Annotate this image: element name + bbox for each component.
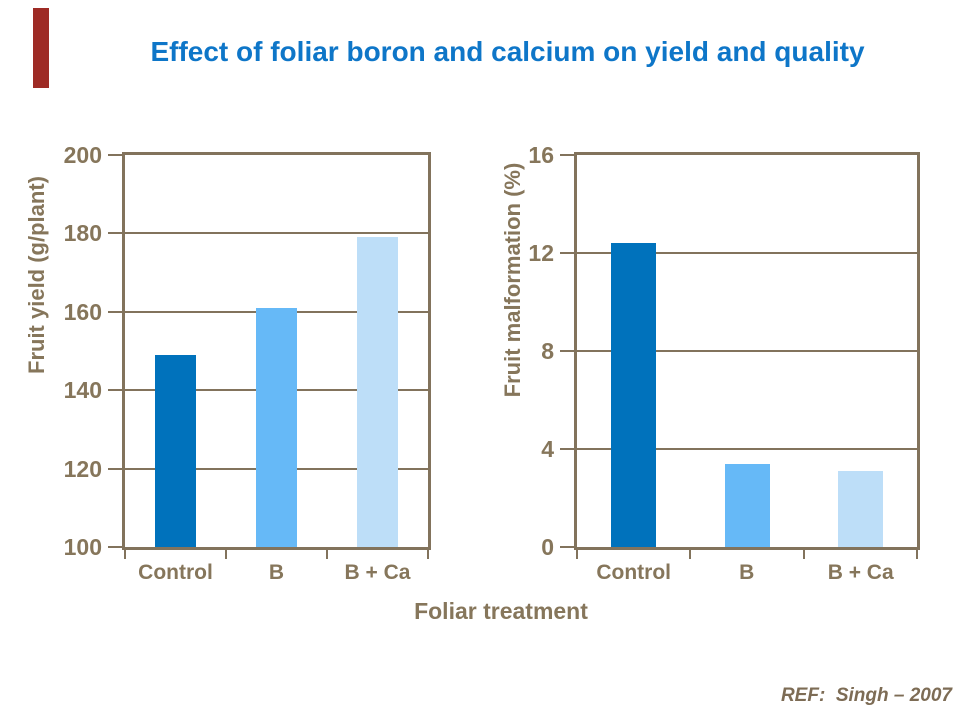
y-tick-mark — [560, 252, 574, 254]
x-tick-mark — [124, 550, 126, 559]
bar-b — [256, 308, 297, 547]
y-tick-mark — [560, 350, 574, 352]
x-tick-mark — [802, 550, 805, 559]
x-tick-mark — [427, 550, 429, 559]
bar-b-ca — [838, 471, 883, 547]
fruit-malformation-chart: Fruit malformation (%) 0 4 8 12 16 Control B B … — [500, 142, 920, 584]
x-tick-mark — [576, 550, 578, 559]
category-label: Control — [138, 561, 213, 584]
category-label: B + Ca — [344, 561, 411, 584]
y-tick-mark — [108, 232, 122, 235]
category-label: Control — [596, 561, 671, 584]
y-tick-label: 140 — [63, 377, 102, 404]
reference-text: REF: Singh – 2007 — [780, 685, 952, 706]
bar-b-ca — [357, 237, 398, 547]
y-tick-mark — [108, 389, 122, 392]
gridline — [577, 252, 917, 254]
x-tick-mark — [225, 550, 227, 559]
x-axis-title: Foliar treatment — [414, 598, 588, 624]
y-tick-label: 8 — [541, 338, 554, 364]
x-tick-mark — [916, 550, 918, 559]
bar-b — [725, 464, 770, 547]
y-tick-label: 0 — [541, 534, 554, 560]
y-tick-mark — [108, 546, 122, 548]
x-tick-mark — [326, 550, 328, 559]
y-tick-mark — [108, 467, 122, 470]
bar-control — [155, 355, 196, 547]
bar-control — [611, 243, 656, 547]
gridline — [577, 448, 917, 450]
y-tick-label: 100 — [63, 534, 102, 560]
y-axis-title-fruit-yield: Fruit yield (g/plant) — [24, 176, 49, 374]
y-tick-label: 180 — [63, 220, 102, 247]
category-label: B + Ca — [827, 561, 894, 584]
y-tick-label: 12 — [528, 240, 554, 266]
gridline — [577, 350, 917, 352]
accent-bar — [33, 8, 49, 88]
category-label: B — [739, 561, 755, 584]
y-tick-mark — [108, 310, 122, 313]
x-tick-mark — [689, 550, 692, 559]
y-tick-label: 160 — [63, 298, 102, 325]
y-tick-label: 120 — [63, 455, 102, 482]
y-tick-mark — [560, 546, 574, 548]
fruit-yield-chart: Fruit yield (g/plant) 100 120 140 160 180 200… — [24, 142, 431, 584]
y-tick-mark — [560, 448, 574, 450]
y-tick-label: 200 — [63, 142, 102, 168]
y-tick-label: 16 — [528, 142, 554, 168]
y-tick-mark — [108, 154, 122, 156]
y-tick-label: 4 — [541, 436, 554, 462]
y-tick-mark — [560, 154, 574, 156]
gridline — [125, 232, 428, 235]
category-label: B — [268, 561, 285, 584]
slide-title: Effect of foliar boron and calcium on yi… — [150, 36, 865, 67]
